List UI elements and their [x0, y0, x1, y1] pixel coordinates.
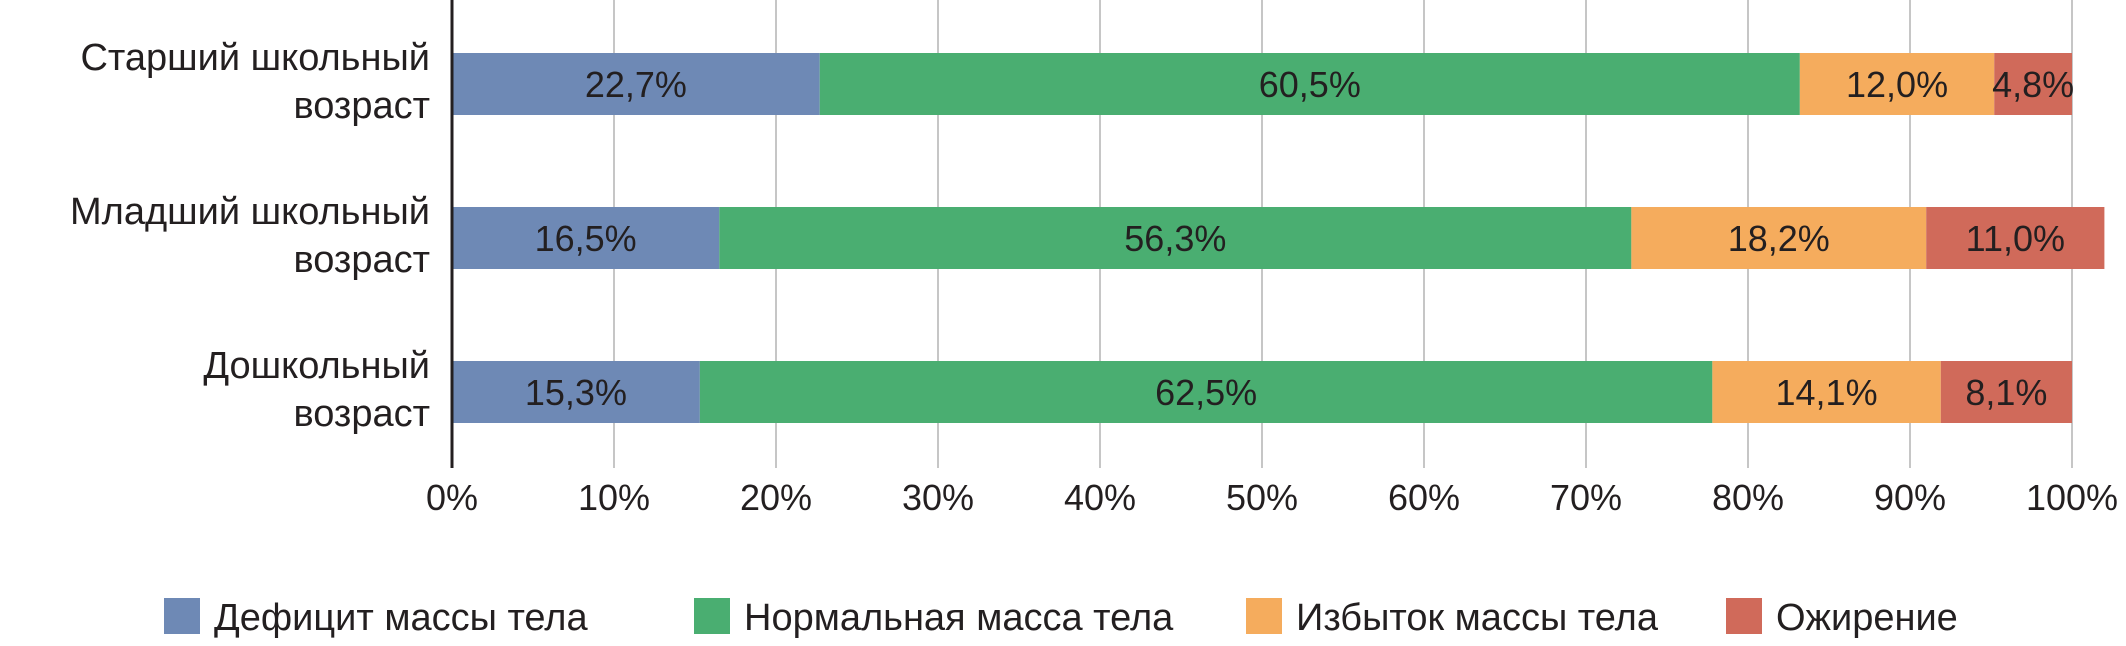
legend-swatch	[1246, 598, 1282, 634]
x-tick-label: 80%	[1712, 477, 1784, 518]
x-tick-label: 90%	[1874, 477, 1946, 518]
bar-segment	[1994, 53, 2072, 115]
data-label: 60,5%	[1259, 64, 1361, 105]
legend-swatch	[1726, 598, 1762, 634]
data-label: 18,2%	[1728, 218, 1830, 259]
data-label: 16,5%	[535, 218, 637, 259]
data-label: 62,5%	[1155, 372, 1257, 413]
data-label: 15,3%	[525, 372, 627, 413]
legend: Дефицит массы тела Нормальная масса тела И…	[164, 597, 1958, 639]
bars: 22,7% 60,5% 12,0% 4,8% 16,5% 56,3% 18,2% 11,0% 1…	[452, 53, 2105, 423]
x-tick-label: 40%	[1064, 477, 1136, 518]
axes: 0% 10% 20% 30% 40% 50% 60% 70% 80% 90% 100% Старший…	[70, 0, 2118, 518]
data-label: 14,1%	[1776, 372, 1878, 413]
bar-segment	[719, 207, 1632, 269]
legend-label: Избыток массы тела	[1296, 597, 1659, 639]
bar-segment	[452, 361, 700, 423]
x-tick-label: 70%	[1550, 477, 1622, 518]
data-label: 11,0%	[1966, 218, 2065, 259]
x-tick-label: 100%	[2026, 477, 2118, 518]
x-tick-label: 10%	[578, 477, 650, 518]
data-label: 8,1%	[1965, 372, 2047, 413]
bar-segment	[819, 53, 1800, 115]
x-tick-label: 60%	[1388, 477, 1460, 518]
data-label: 22,7%	[585, 64, 687, 105]
category-label: возраст	[293, 393, 430, 435]
bar-segment	[1926, 207, 2105, 269]
bar-segment	[1940, 361, 2072, 423]
legend-swatch	[164, 598, 200, 634]
bar-segment	[452, 207, 720, 269]
legend-label: Нормальная масса тела	[744, 597, 1174, 639]
category-label: возраст	[293, 239, 430, 281]
bar-segment	[1799, 53, 1995, 115]
bar-segment	[699, 361, 1713, 423]
x-tick-label: 30%	[902, 477, 974, 518]
x-tick-label: 50%	[1226, 477, 1298, 518]
bar-segment	[452, 53, 820, 115]
category-label: Старший школьный	[80, 37, 430, 79]
bar-segment	[1631, 207, 1927, 269]
legend-swatch	[694, 598, 730, 634]
x-tick-label: 0%	[426, 477, 478, 518]
category-label: возраст	[293, 85, 430, 127]
legend-label: Дефицит массы тела	[214, 597, 588, 639]
data-label: 4,8%	[1992, 64, 2074, 105]
data-label: 12,0%	[1846, 64, 1948, 105]
legend-label: Ожирение	[1776, 597, 1958, 639]
data-label: 56,3%	[1124, 218, 1226, 259]
category-label: Младший школьный	[70, 191, 430, 233]
bar-segment	[1712, 361, 1941, 423]
category-label: Дошкольный	[203, 345, 430, 387]
x-tick-label: 20%	[740, 477, 812, 518]
